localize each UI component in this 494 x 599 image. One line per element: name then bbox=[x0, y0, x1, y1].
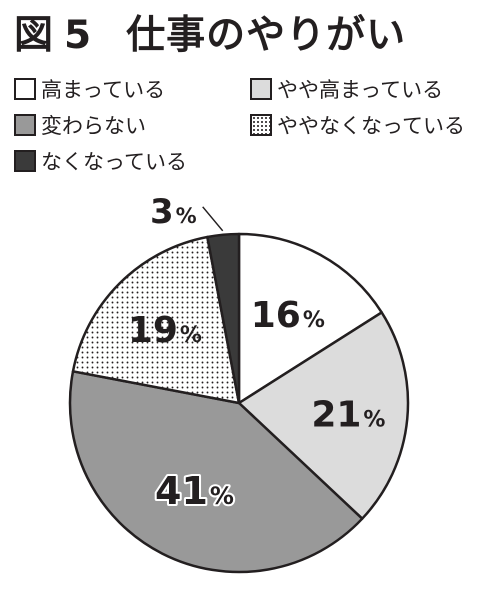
legend-swatch bbox=[250, 114, 272, 136]
legend-label: ややなくなっている bbox=[277, 114, 465, 138]
pie-slice-somewhat-decreased bbox=[71, 235, 241, 405]
slice-value-label: 41% bbox=[155, 469, 234, 513]
slice-value-number: 41 bbox=[155, 469, 208, 513]
legend-swatch bbox=[250, 78, 272, 100]
legend-label: 高まっている bbox=[41, 78, 166, 102]
slice-value-unit: % bbox=[210, 482, 234, 510]
slice-value-number: 3 bbox=[150, 192, 174, 232]
pie-slice-increased bbox=[237, 232, 383, 405]
slice-value-number: 16 bbox=[251, 295, 301, 336]
figure-title: 図 5 仕事のやりがい bbox=[14, 4, 406, 60]
legend-label: 変わらない bbox=[41, 114, 146, 138]
slice-value-unit: % bbox=[180, 323, 202, 348]
slice-value-number: 19 bbox=[128, 310, 178, 351]
legend-item-somewhat-increased: やや高まっている bbox=[250, 74, 443, 104]
legend-label: なくなっている bbox=[41, 150, 187, 174]
pie-slice-somewhat-increased bbox=[237, 311, 410, 520]
slice-value-label: 21% bbox=[311, 394, 385, 435]
legend-swatch bbox=[14, 114, 36, 136]
legend-item-decreased: なくなっている bbox=[14, 146, 187, 176]
figure-label: 図 bbox=[14, 13, 55, 58]
slice-value-unit: % bbox=[363, 407, 385, 432]
slice-value-label: 16% bbox=[251, 295, 325, 336]
legend-item-unchanged: 変わらない bbox=[14, 110, 146, 140]
figure-title-text: 仕事のやりがい bbox=[126, 13, 407, 58]
legend-label: やや高まっている bbox=[277, 78, 444, 102]
chart-legend: 高まっている やや高まっている 変わらない ややなくなっている なくなっている bbox=[14, 74, 484, 184]
slice-value-number: 21 bbox=[311, 394, 361, 435]
legend-item-increased: 高まっている bbox=[14, 74, 165, 104]
legend-item-somewhat-decreased: ややなくなっている bbox=[250, 110, 465, 140]
slice-value-unit: % bbox=[176, 204, 197, 228]
figure-number: 5 bbox=[64, 13, 93, 58]
slice-value-unit: % bbox=[303, 308, 325, 333]
slice-value-label: 3% bbox=[150, 192, 197, 232]
legend-swatch bbox=[14, 150, 36, 172]
legend-swatch bbox=[14, 78, 36, 100]
pie-slice-unchanged bbox=[68, 370, 364, 574]
pie-slice-decreased bbox=[206, 232, 241, 405]
slice-value-label: 19% bbox=[128, 310, 202, 351]
leader-line bbox=[202, 206, 224, 232]
